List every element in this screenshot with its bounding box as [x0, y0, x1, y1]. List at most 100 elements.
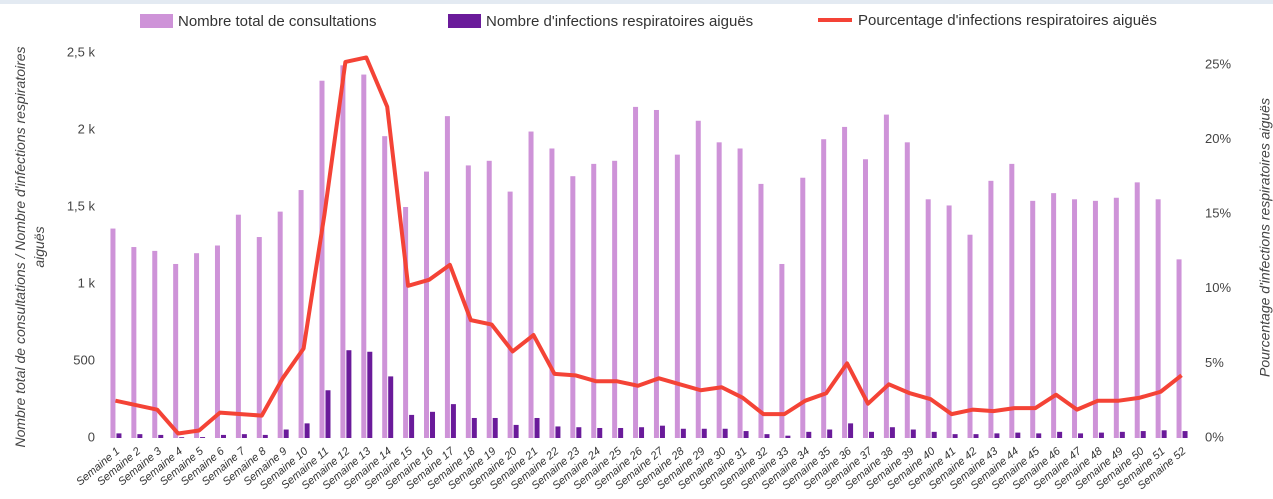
bar [235, 214, 241, 438]
bar [994, 433, 1000, 438]
bar [597, 427, 603, 438]
bar [952, 434, 958, 438]
bar [1119, 431, 1125, 438]
bar [1134, 182, 1140, 438]
bar [283, 429, 289, 438]
bar [743, 431, 749, 438]
bar [534, 417, 540, 438]
legend-label: Nombre d'infections respiratoires aiguës [486, 13, 753, 30]
bar [220, 434, 226, 438]
bar [758, 183, 764, 438]
y2-tick-label: 5% [1205, 355, 1224, 370]
bar [785, 435, 791, 438]
bar [722, 428, 728, 438]
bar [1036, 433, 1042, 438]
bar [680, 428, 686, 438]
bar [862, 159, 868, 438]
y2-axis-title: Pourcentage d'infections respiratoires a… [1256, 98, 1273, 377]
line [115, 55, 1183, 436]
y2-tick-label: 15% [1205, 206, 1231, 221]
legend-swatch [140, 14, 173, 28]
bar [1072, 199, 1078, 438]
y2-tick-label: 0% [1205, 429, 1224, 444]
bar [382, 136, 388, 438]
bar [570, 176, 576, 438]
bar [325, 390, 331, 438]
bar [576, 427, 582, 438]
bar [800, 177, 806, 439]
bar [737, 148, 743, 439]
bar [868, 431, 874, 438]
bar [409, 414, 415, 438]
bar [262, 434, 268, 438]
bar [1030, 200, 1036, 438]
bar [973, 434, 979, 438]
bar [842, 126, 848, 439]
bar [173, 263, 179, 438]
bar [304, 423, 310, 438]
y-axis-title: Nombre total de consultations / Nombre d… [12, 46, 47, 448]
y-tick-label: 1,5 k [67, 198, 96, 213]
bar [1155, 199, 1161, 438]
bar [889, 427, 895, 438]
y-tick-label: 500 [73, 352, 95, 367]
bar [1078, 433, 1084, 438]
y-tick-label: 0 [88, 429, 95, 444]
bar [158, 434, 164, 438]
bar [904, 142, 910, 438]
bar [716, 142, 722, 438]
y2-tick-label: 10% [1205, 280, 1231, 295]
bar [471, 417, 477, 438]
bar [403, 207, 409, 438]
bar [528, 131, 534, 439]
bar [131, 247, 137, 438]
bar [674, 154, 680, 438]
bar [1161, 430, 1167, 438]
bar [430, 411, 436, 438]
bar [513, 424, 519, 438]
bar [653, 109, 659, 438]
bar [179, 437, 185, 438]
bar [931, 431, 937, 438]
bar [967, 234, 973, 438]
bar [1051, 193, 1057, 438]
bar [424, 171, 430, 438]
bar [298, 190, 304, 438]
bar [450, 404, 456, 438]
y-tick-label: 2 k [78, 121, 96, 136]
bar [1057, 431, 1063, 438]
y-tick-label: 2,5 k [67, 44, 96, 59]
bar [612, 160, 618, 439]
bar [806, 431, 812, 438]
bar [388, 376, 394, 438]
bar [241, 434, 247, 438]
bar [764, 434, 770, 438]
bar [695, 120, 701, 438]
legend-swatch [448, 14, 481, 28]
bar [194, 253, 200, 438]
bar [346, 350, 352, 438]
bar [361, 74, 367, 438]
bar [1098, 432, 1104, 438]
bar [591, 163, 597, 438]
bar [639, 427, 645, 438]
bar [988, 180, 994, 438]
bar [137, 434, 143, 438]
bar [910, 429, 916, 438]
bar [492, 417, 498, 438]
bar [256, 237, 262, 438]
bar [1092, 200, 1098, 438]
bar [779, 263, 785, 438]
bar [214, 245, 220, 438]
bar [827, 429, 833, 438]
bar [340, 65, 346, 438]
bar [848, 423, 854, 438]
y2-tick-label: 20% [1205, 131, 1231, 146]
bar [486, 160, 492, 439]
bar [946, 205, 952, 438]
bar [465, 165, 471, 439]
bar [633, 106, 639, 439]
bar [110, 228, 116, 438]
bar [277, 211, 283, 438]
